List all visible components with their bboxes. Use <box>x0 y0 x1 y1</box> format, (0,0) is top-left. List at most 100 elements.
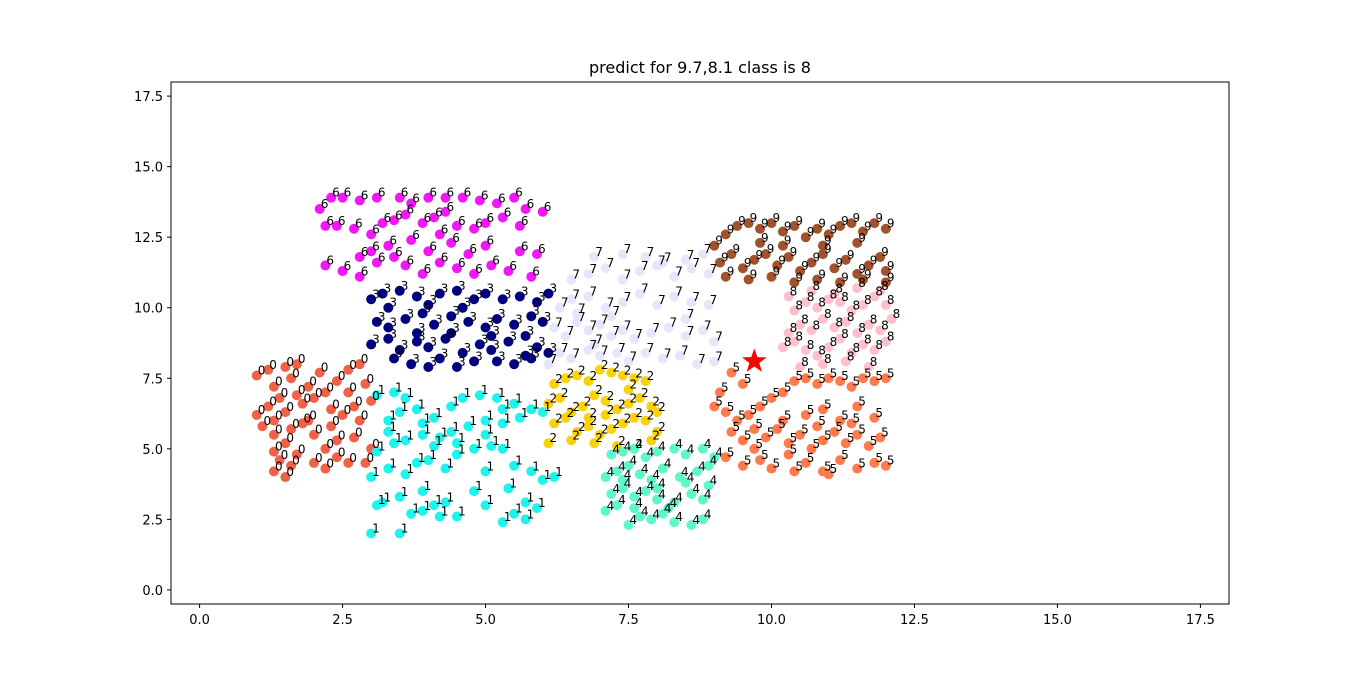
point-label-class-9: 9 <box>772 265 780 279</box>
point-label-class-5: 5 <box>841 369 849 383</box>
point-label-class-2: 2 <box>635 406 643 420</box>
data-point-class-7 <box>583 268 594 279</box>
data-point-class-8 <box>817 314 828 325</box>
data-point-class-5 <box>795 429 806 440</box>
data-point-class-3 <box>532 342 543 353</box>
data-point-class-8 <box>783 328 794 339</box>
point-label-class-1: 1 <box>464 386 472 400</box>
point-label-class-4: 4 <box>698 459 706 473</box>
point-label-class-3: 3 <box>549 341 557 355</box>
data-point-class-7 <box>646 328 657 339</box>
point-label-class-2: 2 <box>652 394 660 408</box>
data-point-class-6 <box>434 257 445 268</box>
data-point-class-0 <box>320 387 331 398</box>
point-label-class-1: 1 <box>401 485 409 499</box>
data-point-class-6 <box>463 249 474 260</box>
point-label-class-7: 7 <box>641 259 649 273</box>
data-point-class-5 <box>852 463 863 474</box>
point-label-class-6: 6 <box>452 231 460 245</box>
data-point-class-4 <box>617 483 628 494</box>
data-point-class-1 <box>423 455 434 466</box>
data-point-class-7 <box>640 347 651 358</box>
x-tick-label: 0.0 <box>189 613 210 628</box>
data-point-class-1 <box>400 469 411 480</box>
data-point-class-2 <box>629 373 640 384</box>
point-label-class-0: 0 <box>366 451 374 465</box>
point-label-class-1: 1 <box>424 479 432 493</box>
point-label-class-8: 8 <box>875 284 883 298</box>
data-point-class-5 <box>880 373 891 384</box>
data-point-class-7 <box>560 330 571 341</box>
data-point-class-9 <box>732 220 743 231</box>
y-tick-label: 5.0 <box>142 443 163 458</box>
data-point-class-2 <box>560 373 571 384</box>
data-point-class-5 <box>755 401 766 412</box>
point-label-class-5: 5 <box>830 366 838 380</box>
data-point-class-1 <box>537 474 548 485</box>
point-label-class-0: 0 <box>315 423 323 437</box>
point-label-class-2: 2 <box>624 363 632 377</box>
data-point-class-8 <box>857 299 868 310</box>
data-point-class-7 <box>566 353 577 364</box>
point-label-class-5: 5 <box>761 448 769 462</box>
point-label-class-5: 5 <box>772 386 780 400</box>
point-label-class-3: 3 <box>401 279 409 293</box>
point-label-class-2: 2 <box>612 417 620 431</box>
point-label-class-3: 3 <box>475 349 483 363</box>
data-point-class-5 <box>789 376 800 387</box>
point-label-class-5: 5 <box>795 369 803 383</box>
point-label-class-4: 4 <box>664 457 672 471</box>
data-point-class-4 <box>697 443 708 454</box>
point-label-class-2: 2 <box>607 389 615 403</box>
data-point-class-9 <box>835 220 846 231</box>
data-point-class-1 <box>480 466 491 477</box>
data-point-class-7 <box>617 249 628 260</box>
point-label-class-0: 0 <box>258 403 266 417</box>
point-label-class-5: 5 <box>813 437 821 451</box>
data-point-class-5 <box>737 460 748 471</box>
point-label-class-9: 9 <box>853 211 861 225</box>
data-point-class-7 <box>617 274 628 285</box>
data-point-class-9 <box>880 277 891 288</box>
data-point-class-2 <box>560 412 571 423</box>
data-point-class-7 <box>549 322 560 333</box>
data-point-class-3 <box>486 345 497 356</box>
data-point-class-6 <box>349 223 360 234</box>
point-label-class-0: 0 <box>258 363 266 377</box>
point-label-class-1: 1 <box>435 493 443 507</box>
point-label-class-3: 3 <box>441 282 449 296</box>
point-label-class-5: 5 <box>738 409 746 423</box>
point-label-class-3: 3 <box>475 287 483 301</box>
data-point-class-4 <box>680 449 691 460</box>
point-label-class-1: 1 <box>538 496 546 510</box>
data-point-class-8 <box>880 336 891 347</box>
point-label-class-5: 5 <box>818 414 826 428</box>
point-label-class-2: 2 <box>607 403 615 417</box>
point-label-class-4: 4 <box>675 490 683 504</box>
point-label-class-8: 8 <box>858 276 866 290</box>
data-point-class-5 <box>835 376 846 387</box>
data-point-class-9 <box>880 223 891 234</box>
data-point-class-9 <box>709 240 720 251</box>
point-label-class-9: 9 <box>887 259 895 273</box>
data-point-class-1 <box>429 440 440 451</box>
data-point-class-2 <box>612 404 623 415</box>
point-label-class-1: 1 <box>532 397 540 411</box>
point-label-class-0: 0 <box>332 397 340 411</box>
data-point-class-2 <box>652 407 663 418</box>
point-label-class-7: 7 <box>635 327 643 341</box>
point-label-class-1: 1 <box>515 454 523 468</box>
data-point-class-2 <box>543 398 554 409</box>
point-label-class-7: 7 <box>658 253 666 267</box>
data-point-class-6 <box>394 192 405 203</box>
point-label-class-5: 5 <box>818 372 826 386</box>
data-point-class-4 <box>617 474 628 485</box>
data-point-class-8 <box>800 297 811 308</box>
data-point-class-1 <box>389 387 400 398</box>
data-point-class-2 <box>600 409 611 420</box>
data-point-class-2 <box>554 393 565 404</box>
point-label-class-0: 0 <box>355 394 363 408</box>
data-point-class-9 <box>766 218 777 229</box>
data-point-class-6 <box>509 192 520 203</box>
data-point-class-0 <box>354 415 365 426</box>
